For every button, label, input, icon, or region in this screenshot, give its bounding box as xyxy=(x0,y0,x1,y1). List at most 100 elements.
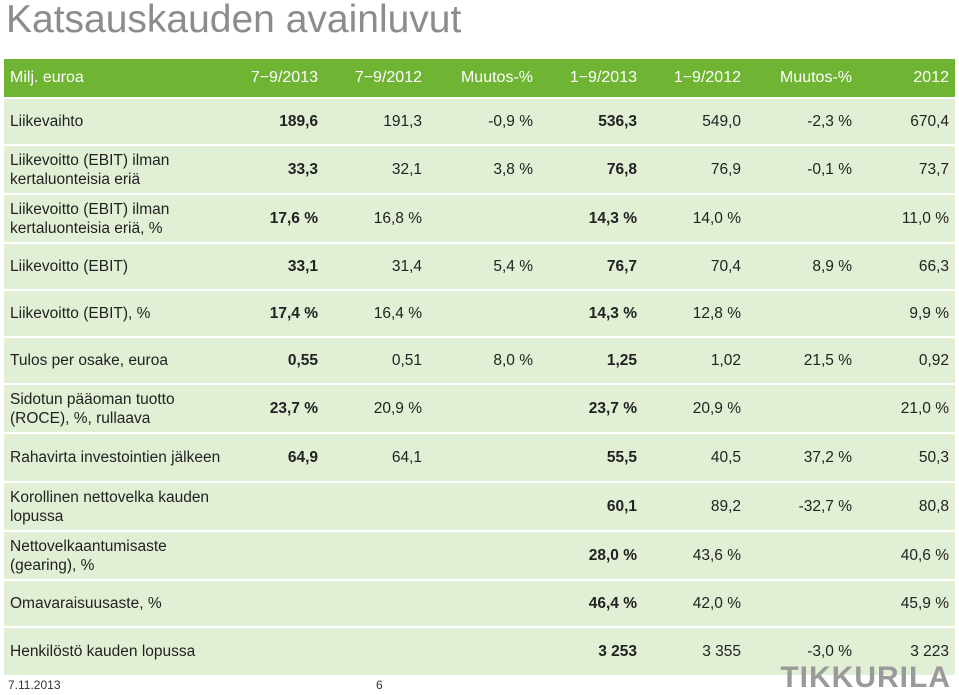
table-cell: 17,4 % xyxy=(242,291,324,336)
header-col: 7−9/2013 xyxy=(242,59,324,97)
table-cell xyxy=(324,532,428,579)
table-cell: -2,3 % xyxy=(747,99,858,144)
table-cell: 76,7 xyxy=(539,244,643,289)
page-number: 6 xyxy=(376,678,383,692)
table-cell xyxy=(428,483,539,530)
table-cell: 5,4 % xyxy=(428,244,539,289)
header-label: Milj. euroa xyxy=(4,59,242,97)
table-cell: 55,5 xyxy=(539,434,643,481)
table-cell xyxy=(428,532,539,579)
row-label: Tulos per osake, euroa xyxy=(4,338,242,383)
table-cell: 3,8 % xyxy=(428,146,539,193)
table-cell: 12,8 % xyxy=(643,291,747,336)
table-cell: 20,9 % xyxy=(324,385,428,432)
table-cell: 9,9 % xyxy=(858,291,955,336)
table-row: Sidotun pääoman tuotto (ROCE), %, rullaa… xyxy=(4,385,955,432)
company-logo: TIKKURILA xyxy=(780,661,951,694)
table-cell: 40,6 % xyxy=(858,532,955,579)
header-col: Muutos-% xyxy=(747,59,858,97)
table-cell: 3 253 xyxy=(539,628,643,675)
table-cell: 8,9 % xyxy=(747,244,858,289)
table-cell: -32,7 % xyxy=(747,483,858,530)
table-cell xyxy=(324,628,428,675)
table-cell: 64,9 xyxy=(242,434,324,481)
row-label: Henkilöstö kauden lopussa xyxy=(4,628,242,675)
table-cell: 46,4 % xyxy=(539,581,643,626)
row-label: Korollinen nettovelka kauden lopussa xyxy=(4,483,242,530)
row-label: Sidotun pääoman tuotto (ROCE), %, rullaa… xyxy=(4,385,242,432)
table-cell: 60,1 xyxy=(539,483,643,530)
header-col: 2012 xyxy=(858,59,955,97)
table-row: Omavaraisuusaste, % 46,4 % 42,0 % 45,9 % xyxy=(4,581,955,626)
table-cell xyxy=(747,581,858,626)
header-col: 1−9/2012 xyxy=(643,59,747,97)
table-cell xyxy=(428,385,539,432)
key-figures-table: Milj. euroa 7−9/2013 7−9/2012 Muutos-% 1… xyxy=(4,57,955,677)
header-col: 1−9/2013 xyxy=(539,59,643,97)
table-row: Liikevoitto (EBIT) 33,1 31,4 5,4 % 76,7 70,4 8… xyxy=(4,244,955,289)
table-cell: 20,9 % xyxy=(643,385,747,432)
row-label: Nettovelkaantumisaste (gearing), % xyxy=(4,532,242,579)
table-cell: 191,3 xyxy=(324,99,428,144)
table-row: Korollinen nettovelka kauden lopussa 60,1… xyxy=(4,483,955,530)
table-cell: 76,8 xyxy=(539,146,643,193)
table-cell: 80,8 xyxy=(858,483,955,530)
table-cell xyxy=(747,291,858,336)
table-cell xyxy=(428,628,539,675)
table-row: Liikevoitto (EBIT), % 17,4 % 16,4 % 14,3 % 1… xyxy=(4,291,955,336)
table-cell: 43,6 % xyxy=(643,532,747,579)
table-cell xyxy=(428,291,539,336)
row-label: Liikevoitto (EBIT) ilman kertaluonteisia… xyxy=(4,195,242,242)
table-row: Liikevoitto (EBIT) ilman kertaluonteisia… xyxy=(4,146,955,193)
row-label: Liikevoitto (EBIT), % xyxy=(4,291,242,336)
table-cell: -0,9 % xyxy=(428,99,539,144)
table-cell: 549,0 xyxy=(643,99,747,144)
table-cell: 66,3 xyxy=(858,244,955,289)
table-cell: 14,0 % xyxy=(643,195,747,242)
table-cell: 8,0 % xyxy=(428,338,539,383)
table-row: Liikevoitto (EBIT) ilman kertaluonteisia… xyxy=(4,195,955,242)
table-cell: 50,3 xyxy=(858,434,955,481)
row-label: Rahavirta investointien jälkeen xyxy=(4,434,242,481)
table-row: Liikevaihto 189,6 191,3 -0,9 % 536,3 549,0 -2,… xyxy=(4,99,955,144)
table-cell: 14,3 % xyxy=(539,195,643,242)
table-cell xyxy=(324,483,428,530)
table-cell: 76,9 xyxy=(643,146,747,193)
table-cell: 0,55 xyxy=(242,338,324,383)
table-cell: 0,92 xyxy=(858,338,955,383)
table-cell: 40,5 xyxy=(643,434,747,481)
table-cell: 31,4 xyxy=(324,244,428,289)
table-cell: -3,0 % xyxy=(747,628,858,675)
table-cell: 11,0 % xyxy=(858,195,955,242)
table-cell: 64,1 xyxy=(324,434,428,481)
table-cell: 17,6 % xyxy=(242,195,324,242)
header-col: 7−9/2012 xyxy=(324,59,428,97)
table-cell: 0,51 xyxy=(324,338,428,383)
table-row: Tulos per osake, euroa 0,55 0,51 8,0 % 1,25 1… xyxy=(4,338,955,383)
table-cell: 37,2 % xyxy=(747,434,858,481)
table-cell: 23,7 % xyxy=(539,385,643,432)
table-cell: -0,1 % xyxy=(747,146,858,193)
table-cell: 89,2 xyxy=(643,483,747,530)
table-cell: 32,1 xyxy=(324,146,428,193)
table-cell: 3 355 xyxy=(643,628,747,675)
table-cell: 70,4 xyxy=(643,244,747,289)
table-cell: 33,1 xyxy=(242,244,324,289)
table-cell: 670,4 xyxy=(858,99,955,144)
row-label: Liikevaihto xyxy=(4,99,242,144)
table-cell: 16,4 % xyxy=(324,291,428,336)
table-cell xyxy=(242,581,324,626)
table-cell: 45,9 % xyxy=(858,581,955,626)
header-row: Milj. euroa 7−9/2013 7−9/2012 Muutos-% 1… xyxy=(4,59,955,97)
table-cell: 536,3 xyxy=(539,99,643,144)
table-cell: 33,3 xyxy=(242,146,324,193)
table-row: Nettovelkaantumisaste (gearing), % 28,0 %… xyxy=(4,532,955,579)
table-row: Henkilöstö kauden lopussa 3 253 3 355 -3,0 … xyxy=(4,628,955,675)
table-cell: 16,8 % xyxy=(324,195,428,242)
table-cell: 28,0 % xyxy=(539,532,643,579)
table-row: Rahavirta investointien jälkeen 64,9 64,1 5… xyxy=(4,434,955,481)
table-cell xyxy=(428,581,539,626)
table-cell: 73,7 xyxy=(858,146,955,193)
table-cell xyxy=(747,532,858,579)
row-label: Omavaraisuusaste, % xyxy=(4,581,242,626)
